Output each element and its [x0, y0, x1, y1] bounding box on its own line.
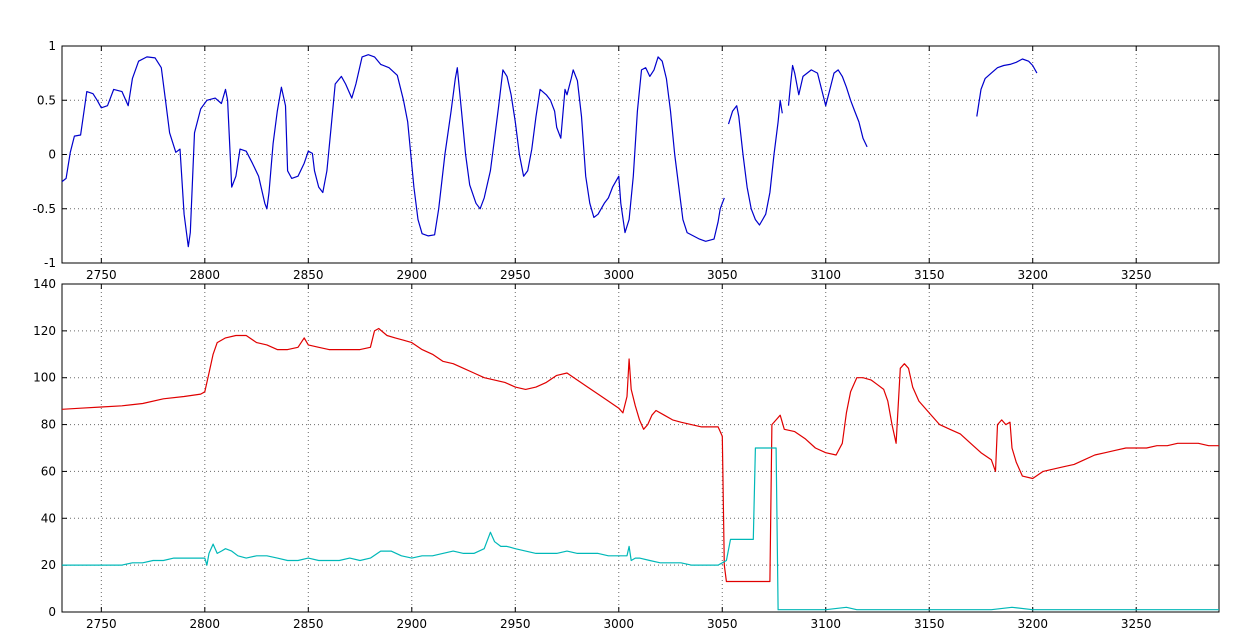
x-tick-label: 3250 — [1121, 268, 1152, 282]
x-tick-label: 3100 — [810, 617, 841, 631]
y-tick-label: -0.5 — [33, 202, 56, 216]
y-tick-label: -1 — [44, 256, 56, 270]
bottom-plot-area — [61, 283, 1220, 613]
x-tick-label: 3150 — [914, 617, 945, 631]
x-tick-label: 3150 — [914, 268, 945, 282]
x-tick-label: 3000 — [603, 268, 634, 282]
x-tick-label: 2800 — [190, 617, 221, 631]
y-tick-label: 60 — [41, 464, 56, 478]
x-tick-label: 3050 — [707, 617, 738, 631]
x-tick-label: 2750 — [86, 617, 117, 631]
bottom-series-1-line — [61, 327, 1219, 583]
top-series-1-line — [787, 64, 868, 148]
x-tick-label: 2800 — [190, 268, 221, 282]
bottom-subplot: 2750 2800 2850 2900 2950 3000 3050 3100 3150 3200… — [33, 277, 1220, 631]
y-tick-label: 100 — [33, 371, 56, 385]
x-tick-label: 2750 — [86, 268, 117, 282]
y-tick-label: 140 — [33, 277, 56, 291]
y-tick-label: 0.5 — [37, 93, 56, 107]
y-tick-label: 80 — [41, 418, 56, 432]
x-tick-label: 3050 — [707, 268, 738, 282]
y-tick-label: 40 — [41, 511, 56, 525]
top-subplot: 2750 2800 2850 2900 2950 3000 3050 3100 3150 3200… — [33, 39, 1220, 282]
top-series-1-line — [727, 99, 783, 226]
top-series-2-line — [976, 58, 1038, 117]
top-grid — [62, 46, 1219, 263]
y-tick-label: 20 — [41, 558, 56, 572]
x-tick-label: 3200 — [1017, 268, 1048, 282]
top-series-1-line — [61, 54, 725, 248]
y-tick-label: 0 — [48, 148, 56, 162]
x-tick-label: 3200 — [1017, 617, 1048, 631]
x-tick-label: 3250 — [1121, 617, 1152, 631]
x-tick-label: 3000 — [603, 617, 634, 631]
bottom-series-2-line — [62, 447, 1219, 611]
y-tick-label: 120 — [33, 324, 56, 338]
x-tick-label: 2850 — [293, 268, 324, 282]
x-tick-label: 2900 — [397, 268, 428, 282]
x-tick-label: 3100 — [810, 268, 841, 282]
x-tick-label: 2950 — [500, 268, 531, 282]
y-tick-label: 1 — [48, 39, 56, 53]
x-tick-label: 2900 — [397, 617, 428, 631]
x-tick-label: 2850 — [293, 617, 324, 631]
y-tick-label: 0 — [48, 605, 56, 619]
x-tick-label: 2950 — [500, 617, 531, 631]
